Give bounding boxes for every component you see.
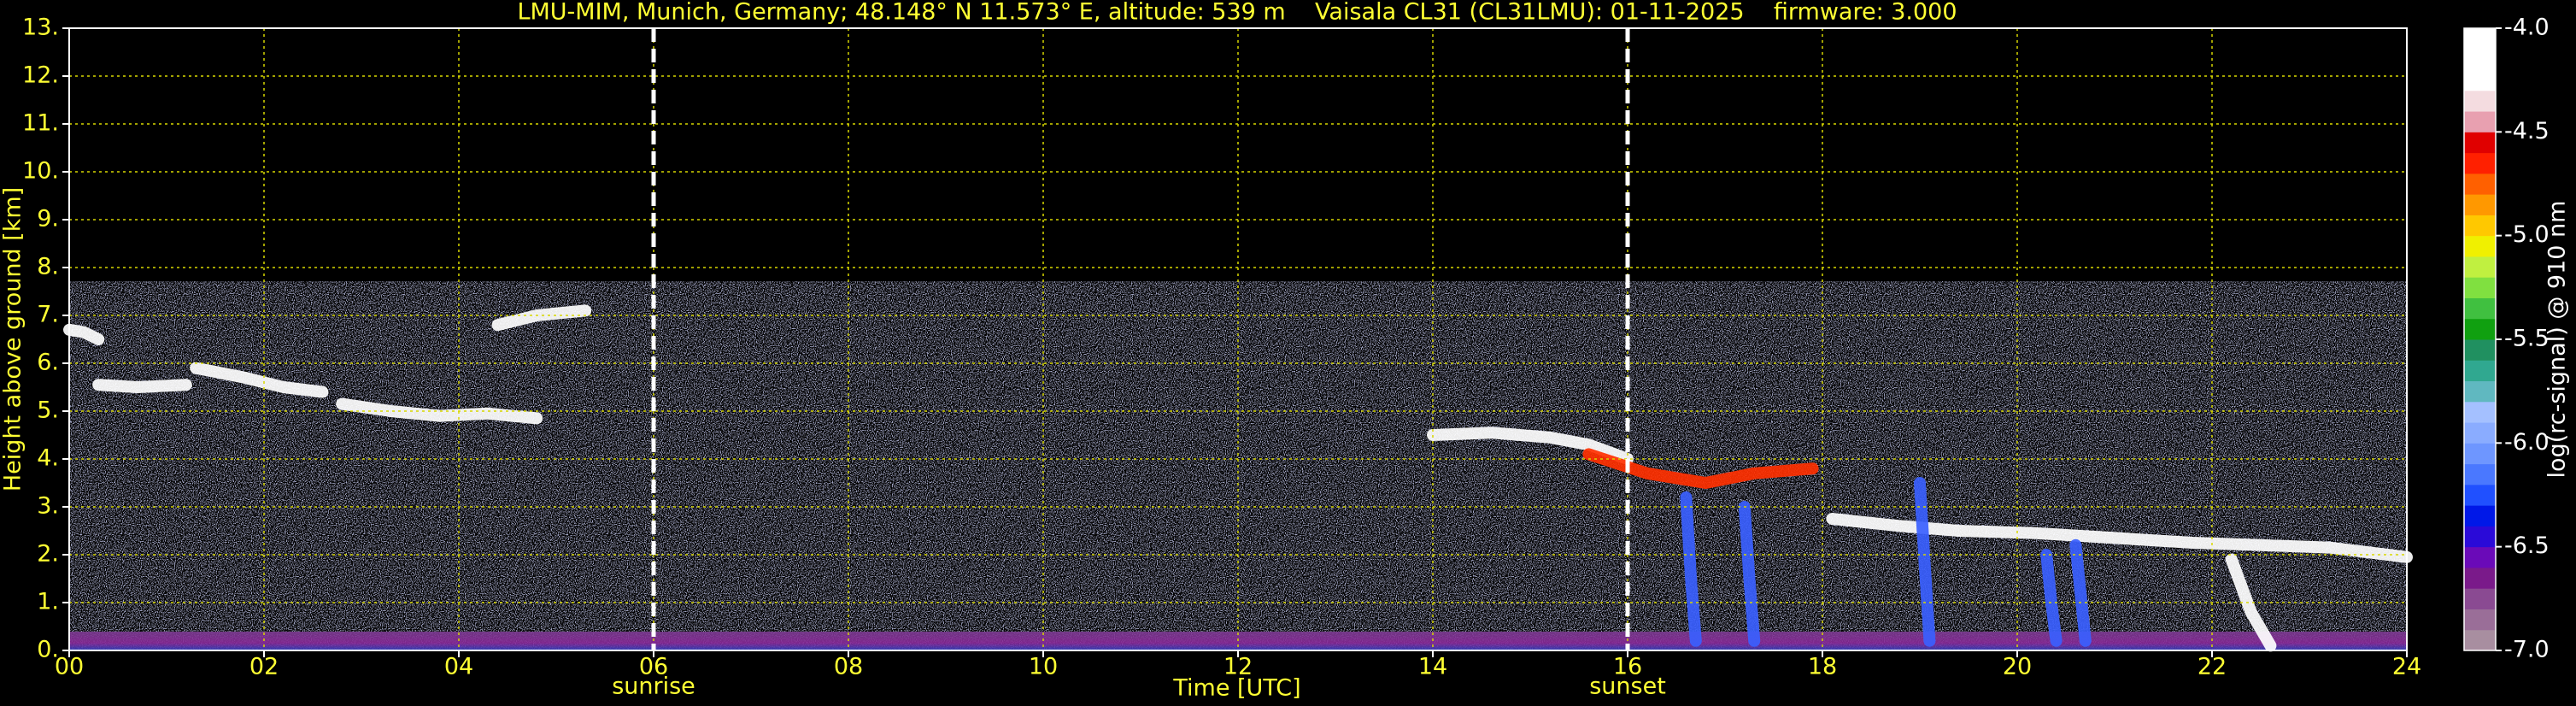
colorbar-swatch: [2464, 173, 2496, 195]
colorbar-swatch: [2464, 422, 2496, 444]
colorbar-swatch: [2464, 401, 2496, 423]
signal-layer: [92, 379, 192, 393]
y-tick-label: 13.: [22, 15, 59, 41]
x-tick-label: 16: [1613, 654, 1642, 680]
colorbar-label: log(rc-signal) @ 910 nm: [2544, 201, 2571, 479]
colorbar-tick-label: -5.0: [2504, 221, 2550, 248]
y-tick-label: 3.: [37, 493, 59, 520]
colorbar-tick-label: -6.0: [2504, 429, 2550, 456]
y-tick-label: 1.: [37, 589, 59, 615]
signal-layer: [1427, 427, 1634, 465]
colorbar-swatch: [2464, 277, 2496, 298]
x-tick-label: 18: [1808, 654, 1837, 680]
colorbar-swatch: [2464, 111, 2496, 132]
y-tick-label: 5.: [37, 397, 59, 424]
colorbar-swatch: [2464, 484, 2496, 506]
y-tick-label: 0.: [37, 637, 59, 663]
y-tick-label: 12.: [22, 62, 59, 89]
signal-layer: [336, 397, 543, 425]
colorbar-tick-label: -4.5: [2504, 118, 2550, 144]
y-tick-label: 6.: [37, 350, 59, 376]
annotation-label: sunrise: [612, 674, 695, 700]
colorbar-swatch: [2464, 90, 2496, 112]
colorbar-swatch: [2464, 360, 2496, 382]
x-tick-label: 12: [1223, 654, 1253, 680]
colorbar-swatch: [2464, 235, 2496, 257]
x-axis-label: Time [UTC]: [1172, 675, 1300, 702]
colorbar-swatch: [2464, 69, 2496, 91]
plot-frame: [68, 27, 2408, 651]
x-tick-label: 02: [249, 654, 279, 680]
colorbar-swatch: [2464, 629, 2496, 651]
signal-layer: [2069, 538, 2092, 647]
signal-layer: [63, 323, 105, 345]
colorbar-swatch: [2464, 49, 2496, 71]
colorbar-swatch: [2464, 215, 2496, 237]
y-tick-label: 9.: [37, 206, 59, 232]
marks: [63, 304, 2413, 652]
colorbar-tick-label: -4.0: [2504, 15, 2550, 41]
colorbar-tick-label: -5.5: [2504, 326, 2550, 352]
annotation-label: sunset: [1589, 674, 1666, 700]
colorbar-swatch: [2464, 380, 2496, 403]
y-tick-label: 4.: [37, 445, 59, 472]
x-tick-label: 24: [2392, 654, 2421, 680]
colorbar-swatch: [2464, 609, 2496, 631]
colorbar-swatch: [2464, 256, 2496, 278]
x-tick-label: 22: [2198, 654, 2227, 680]
colorbar-swatch: [2464, 194, 2496, 215]
colorbar-swatch: [2464, 505, 2496, 527]
colorbar-swatch: [2464, 297, 2496, 320]
colorbar-tick-label: -6.5: [2504, 532, 2550, 559]
colorbar-swatch: [2464, 463, 2496, 485]
y-tick-label: 2.: [37, 541, 59, 568]
x-tick-label: 00: [55, 654, 84, 680]
x-tick-label: 08: [834, 654, 863, 680]
y-tick-label: 7.: [37, 302, 59, 328]
colorbar-swatch: [2464, 443, 2496, 465]
y-tick-label: 10.: [22, 158, 59, 185]
colorbar-swatch: [2464, 132, 2496, 154]
signal-layer: [1738, 501, 1761, 647]
x-tick-label: 20: [2003, 654, 2032, 680]
colorbar-swatch: [2464, 339, 2496, 361]
signal-layer: [1914, 477, 1936, 647]
colorbar-tick-label: -7.0: [2504, 637, 2550, 663]
y-tick-label: 11.: [22, 110, 59, 137]
colorbar-swatch: [2464, 526, 2496, 548]
x-tick-label: 04: [444, 654, 473, 680]
signal-layer: [2225, 553, 2277, 652]
x-tick-label: 06: [639, 654, 668, 680]
x-tick-label: 10: [1029, 654, 1058, 680]
colorbar-swatch: [2464, 546, 2496, 568]
x-tick-label: 14: [1418, 654, 1447, 680]
y-axis-label: Height above ground [km]: [0, 187, 26, 491]
y-tick-label: 8.: [37, 254, 59, 280]
colorbar-swatch: [2464, 567, 2496, 589]
colorbar-swatch: [2464, 28, 2496, 50]
colorbar-swatch: [2464, 318, 2496, 340]
signal-layer: [1680, 491, 1702, 647]
colorbar-swatch: [2464, 588, 2496, 609]
chart-title: LMU-MIM, Munich, Germany; 48.148° N 11.5…: [517, 0, 1957, 26]
colorbar-swatch: [2464, 152, 2496, 174]
